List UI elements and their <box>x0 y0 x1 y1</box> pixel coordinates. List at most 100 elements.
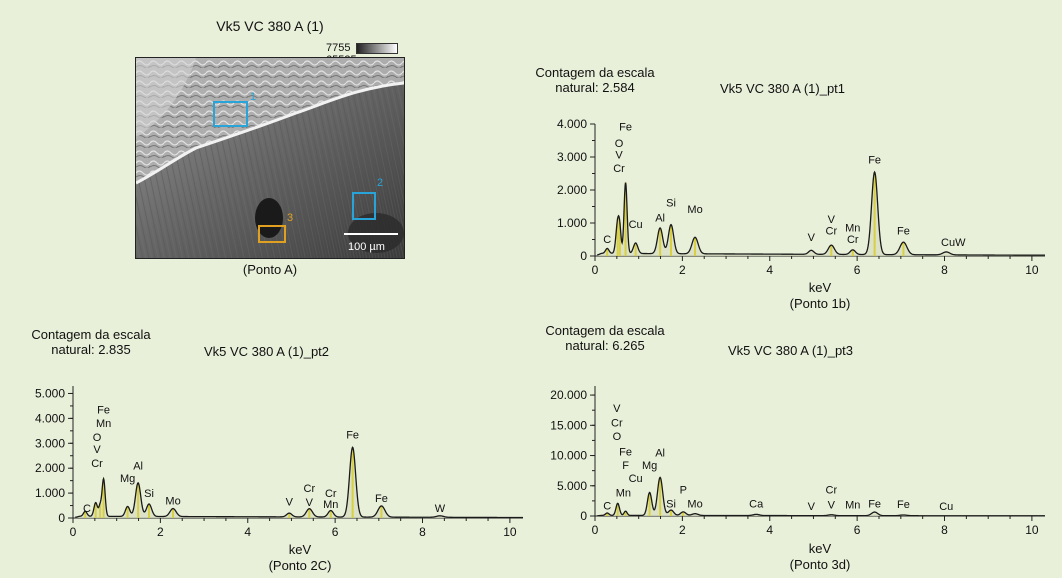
element-label: O <box>613 431 622 443</box>
element-label: Fe <box>619 122 632 134</box>
element-label: Al <box>655 448 665 460</box>
element-label: Mg <box>642 460 657 472</box>
sem-title: Vk5 VC 380 A (1) <box>216 18 324 34</box>
element-label: Fe <box>897 499 910 511</box>
element-label: O <box>93 432 102 444</box>
chart3-title: Vk5 VC 380 A (1)_pt3 <box>728 343 854 358</box>
x-tick-label: 10 <box>503 525 517 539</box>
element-label: CuW <box>941 237 966 249</box>
element-label: Cr <box>325 488 337 500</box>
x-tick-label: 8 <box>419 525 426 539</box>
sem-interface-line <box>136 81 404 185</box>
chart3-caption: (Ponto 3d) <box>789 557 851 572</box>
marker-box-1 <box>213 101 248 127</box>
x-tick-label: 4 <box>766 263 773 277</box>
element-label: Mn <box>96 418 111 430</box>
element-label: Mn <box>323 499 338 511</box>
y-tick-label: 0 <box>580 249 587 263</box>
y-tick-label: 5.000 <box>35 386 65 400</box>
chart3-scale-line2: natural: 6.265 <box>565 338 645 353</box>
y-tick-label: 0 <box>580 509 587 523</box>
chart2-svg: 0 2 4 6 8 1001.0002.0003.0004.0005.000FeMnOVC… <box>35 386 524 539</box>
y-tick-label: 1.000 <box>35 486 65 500</box>
y-tick-label: 3.000 <box>35 436 65 450</box>
marker-label-3: 3 <box>287 212 293 224</box>
element-label: Cr <box>613 163 625 175</box>
element-label: Mn <box>616 488 631 500</box>
x-tick-label: 2 <box>679 263 686 277</box>
y-tick-label: 0 <box>58 511 65 525</box>
x-tick-label: 8 <box>941 263 948 277</box>
x-tick-label: 4 <box>244 525 251 539</box>
element-label: Si <box>666 499 676 511</box>
chart3-scale-note: Contagem da escala natural: 6.265 <box>530 323 680 353</box>
marker-label-2: 2 <box>377 177 383 189</box>
chart3-svg: 0 2 4 6 8 1005.00010.00015.00020.000VCrOFeFCu… <box>550 386 1045 537</box>
chart1-scale-line1: Contagem da escala <box>535 65 655 80</box>
element-label: V <box>93 444 101 456</box>
element-label: Fe <box>375 493 388 505</box>
chart1-caption: (Ponto 1b) <box>789 296 851 311</box>
element-label: Mn <box>845 499 860 511</box>
element-label: V <box>808 232 816 244</box>
spectrum-fill <box>597 477 1045 516</box>
chart3-xlabel: keV <box>808 541 832 556</box>
element-label: Cr <box>304 483 316 495</box>
legend-min: 7755 <box>326 42 351 54</box>
element-label: C <box>83 503 91 515</box>
chart1-xlabel: keV <box>808 280 832 295</box>
marker-box-2 <box>352 192 376 220</box>
element-label: Si <box>666 198 676 210</box>
element-label: V <box>613 403 621 415</box>
element-label: Si <box>144 488 154 500</box>
x-tick-label: 10 <box>1025 263 1039 277</box>
chart2-scale-line2: natural: 2.835 <box>51 342 131 357</box>
y-tick-label: 5.000 <box>557 479 587 493</box>
element-label: Mn <box>845 222 860 234</box>
chart1-scale-note: Contagem da escala natural: 2.584 <box>520 65 670 95</box>
sem-micrograph-svg: 1 2 3 100 µm <box>136 58 404 258</box>
element-label: Mo <box>687 204 702 216</box>
element-label: Cr <box>847 234 859 246</box>
element-label: F <box>622 460 629 472</box>
element-label: V <box>615 150 623 162</box>
element-label: Cr <box>826 226 838 238</box>
element-label: Cr <box>611 418 623 430</box>
element-label: Cr <box>91 458 103 470</box>
element-label: P <box>680 485 687 497</box>
marker-box-3 <box>258 225 286 243</box>
marker-label-1: 1 <box>250 91 256 103</box>
chart2-scale-note: Contagem da escala natural: 2.835 <box>16 327 166 357</box>
element-label: Fe <box>868 155 881 167</box>
y-tick-label: 4.000 <box>557 117 587 131</box>
chart2-xlabel: keV <box>288 542 312 557</box>
sem-dark-pit <box>255 198 283 238</box>
x-tick-label: 0 <box>70 525 77 539</box>
x-tick-label: 6 <box>854 263 861 277</box>
element-label: Mg <box>120 473 135 485</box>
element-label: V <box>808 501 816 513</box>
x-tick-label: 0 <box>592 523 599 537</box>
element-label: Fe <box>897 226 910 238</box>
element-label: Al <box>133 460 143 472</box>
spectrum-line <box>597 476 1045 517</box>
y-tick-label: 15.000 <box>550 418 587 432</box>
chart2-scale-line1: Contagem da escala <box>31 327 151 342</box>
element-label: Mo <box>165 495 180 507</box>
sem-panel: Vk5 VC 380 A (1) 7755 65535 <box>130 18 410 280</box>
chart1-title: Vk5 VC 380 A (1)_pt1 <box>720 81 846 96</box>
element-label: Fe <box>97 404 110 416</box>
element-label: Cu <box>629 473 643 485</box>
scalebar-label: 100 µm <box>348 241 385 253</box>
x-tick-label: 8 <box>941 523 948 537</box>
element-label: Fe <box>619 447 632 459</box>
element-label: C <box>603 500 611 512</box>
element-label: W <box>435 503 446 515</box>
element-label: Mo <box>687 499 702 511</box>
element-label: V <box>306 497 314 509</box>
chart3-scale-line1: Contagem da escala <box>545 323 665 338</box>
sem-micrograph: 1 2 3 100 µm <box>135 57 405 259</box>
x-tick-label: 4 <box>766 523 773 537</box>
element-label: V <box>828 214 836 226</box>
sem-rough-region <box>136 58 404 183</box>
